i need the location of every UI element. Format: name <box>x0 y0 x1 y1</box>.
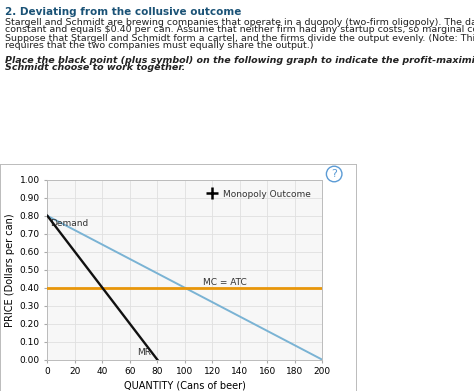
Text: Demand: Demand <box>50 219 88 228</box>
Text: MC = ATC: MC = ATC <box>203 278 246 287</box>
Text: 2. Deviating from the collusive outcome: 2. Deviating from the collusive outcome <box>5 7 241 17</box>
Text: requires that the two companies must equally share the output.): requires that the two companies must equ… <box>5 41 313 50</box>
Text: constant and equals $0.40 per can. Assume that neither firm had any startup cost: constant and equals $0.40 per can. Assum… <box>5 25 474 34</box>
Text: ?: ? <box>331 169 337 179</box>
Text: Monopoly Outcome: Monopoly Outcome <box>223 190 311 199</box>
Text: Schmidt choose to work together.: Schmidt choose to work together. <box>5 63 185 72</box>
Text: Suppose that Stargell and Schmidt form a cartel, and the firms divide the output: Suppose that Stargell and Schmidt form a… <box>5 34 474 43</box>
Text: Stargell and Schmidt are brewing companies that operate in a duopoly (two-firm o: Stargell and Schmidt are brewing compani… <box>5 18 474 27</box>
Text: MR: MR <box>137 348 151 357</box>
X-axis label: QUANTITY (Cans of beer): QUANTITY (Cans of beer) <box>124 380 246 391</box>
Y-axis label: PRICE (Dollars per can): PRICE (Dollars per can) <box>6 213 16 326</box>
Text: Place the black point (plus symbol) on the following graph to indicate the profi: Place the black point (plus symbol) on t… <box>5 56 474 65</box>
